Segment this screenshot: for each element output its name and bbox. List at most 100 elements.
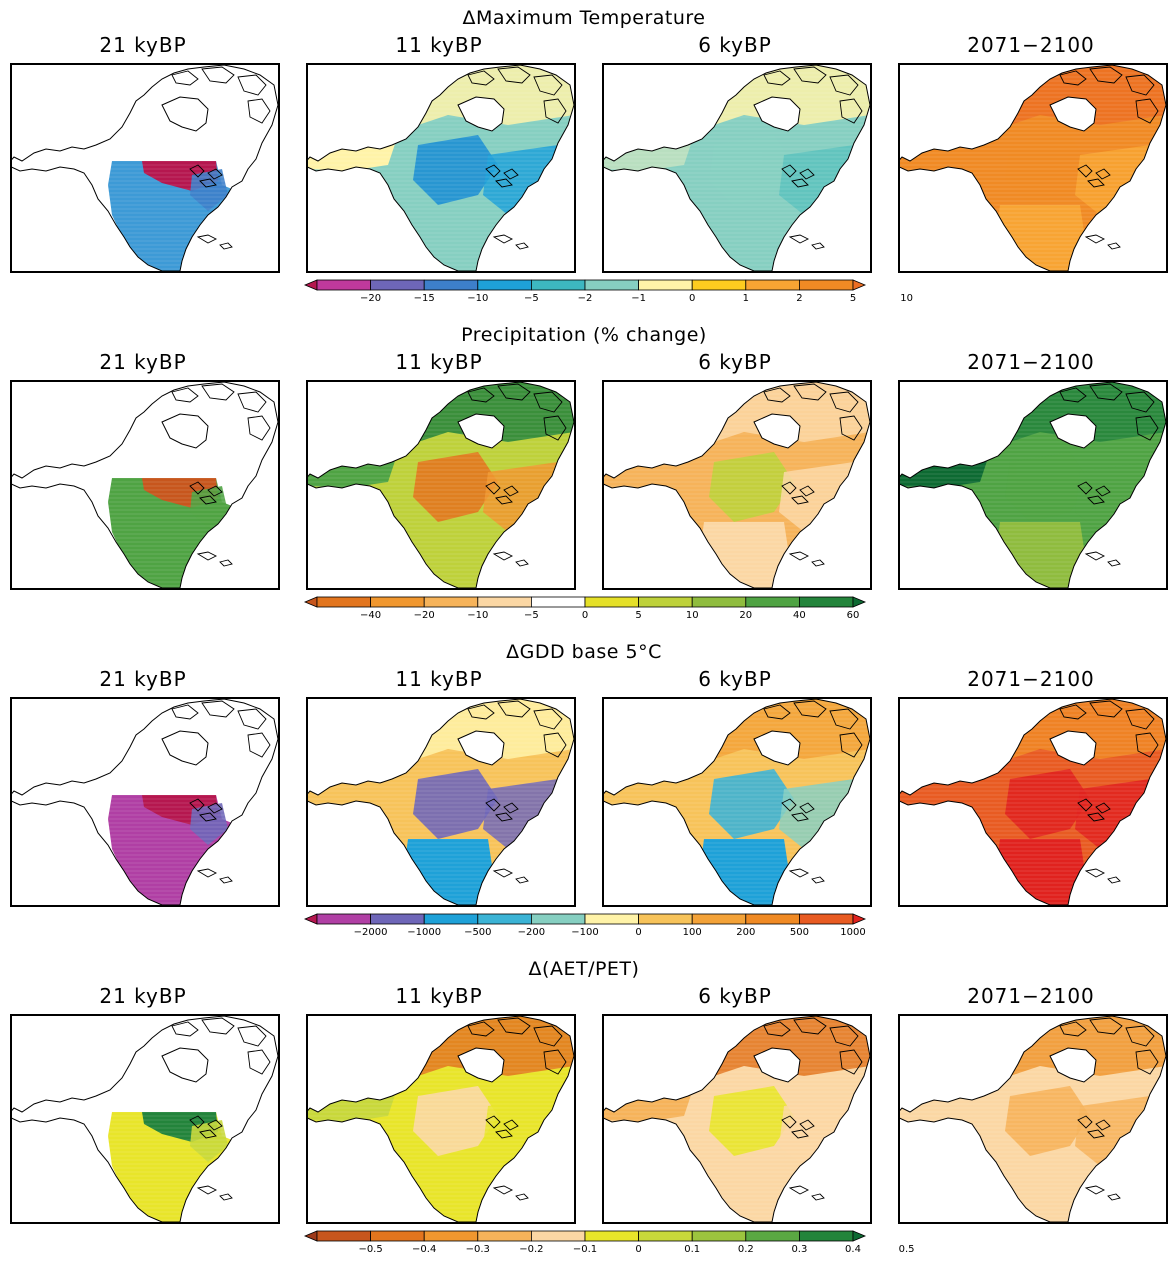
arctic-island [247,415,271,441]
colorbar-tick-label: 0 [582,610,588,621]
great-lakes [189,481,223,505]
hudson-bay [161,730,209,766]
hudson-bay [1049,1047,1097,1083]
colorbar-swatch [423,1230,479,1242]
arctic-island [533,708,563,730]
colorbar-tick-label: 10 [900,293,913,304]
hudson-bay [161,413,209,449]
map-panel [306,697,576,907]
caribbean-islands [1084,1185,1121,1201]
land-fill [900,382,1166,588]
hudson-bay [1049,730,1097,766]
colorbar-swatch [370,279,425,291]
coastline [900,65,1166,271]
arctic-island [829,391,859,413]
colorbar-tick-label: 0.4 [845,1244,861,1255]
panel-title: 21 kyBP [99,350,187,374]
coastline [308,65,574,271]
hudson-bay [457,1047,505,1083]
arctic-island [763,387,791,403]
arctic-island [201,700,235,718]
colorbar-swatch [530,1230,586,1242]
colorbar-tick-label: 0.1 [684,1244,700,1255]
coastline [900,382,1166,588]
arctic-island [467,704,495,720]
colorbar-swatch [745,913,800,925]
hudson-bay [161,96,209,132]
coastline [604,699,870,905]
great-lakes [781,481,815,505]
colorbar-tick-label: 1 [743,293,749,304]
arctic-island [1125,1025,1155,1047]
map-svg [900,65,1166,271]
coastline [604,382,870,588]
colorbar-tick-label: 20 [739,610,752,621]
great-lakes [1077,481,1111,505]
great-lakes [485,1115,519,1139]
arctic-island [543,98,567,124]
panel-title: 21 kyBP [99,667,187,691]
land-fill [900,699,1166,905]
colorbar-arrow-left [303,596,318,608]
arctic-island [467,1021,495,1037]
arctic-island [1089,383,1123,401]
arctic-island [533,1025,563,1047]
caribbean-islands [492,551,529,567]
panel-title: 2071−2100 [967,350,1095,374]
colorbar-swatch [530,913,586,925]
map-panel [10,63,280,273]
arctic-island [201,1017,235,1035]
map-svg [604,382,870,588]
colorbar-swatch [691,913,747,925]
colorbar-swatch [691,596,747,608]
colorbar-tick-label: −0.1 [573,1244,597,1255]
arctic-island [543,415,567,441]
colorbar-swatch [745,279,800,291]
colorbar-tick-label: −10 [467,610,488,621]
map-svg [12,65,278,271]
map-svg [308,382,574,588]
coastline [12,65,278,271]
coastline [308,699,574,905]
arctic-island [793,66,827,84]
colorbar-swatch [423,279,479,291]
panel-title: 11 kyBP [395,984,483,1008]
colorbar-swatch [316,1230,371,1242]
colorbar-svg: −40 −20 −10 −5 0 5 10 20 40 60 [303,596,867,621]
arctic-island [1135,98,1159,124]
colorbar: −20 −15 −10 −5 −2 −1 0 1 2 5 10 [303,279,913,316]
arctic-island [533,391,563,413]
caribbean-islands [492,234,529,250]
map-panel [602,1014,872,1224]
arctic-island [839,732,863,758]
colorbar-swatch [316,596,371,608]
colorbar-swatch [638,596,693,608]
arctic-island [171,387,199,403]
colorbar-swatch [530,596,586,608]
row-title-gdd: ΔGDD base 5°C [506,641,662,663]
colorbar-swatch [638,1230,693,1242]
colorbar-swatch [584,596,639,608]
panel-title: 6 kyBP [698,667,772,691]
arctic-island [171,70,199,86]
colorbar-swatch [316,279,371,291]
map-svg [308,1016,574,1222]
colorbar-tick-label: −0.5 [358,1244,382,1255]
colorbar-swatch [584,913,639,925]
map-panel [10,697,280,907]
coastline [12,699,278,905]
colorbar-tick-label: 500 [790,927,809,938]
colorbar-tick-label: −20 [414,610,435,621]
colorbar-tick-label: 0 [689,293,695,304]
coastline [900,1016,1166,1222]
colorbar-swatch [745,1230,800,1242]
arctic-island [201,383,235,401]
arctic-island [1059,704,1087,720]
colorbar-tick-label: −15 [414,293,435,304]
colorbar-tick-label: −5 [524,610,539,621]
caribbean-islands [1084,868,1121,884]
map-svg [604,1016,870,1222]
arctic-island [543,732,567,758]
map-panel [898,1014,1168,1224]
colorbar-swatch [798,913,854,925]
